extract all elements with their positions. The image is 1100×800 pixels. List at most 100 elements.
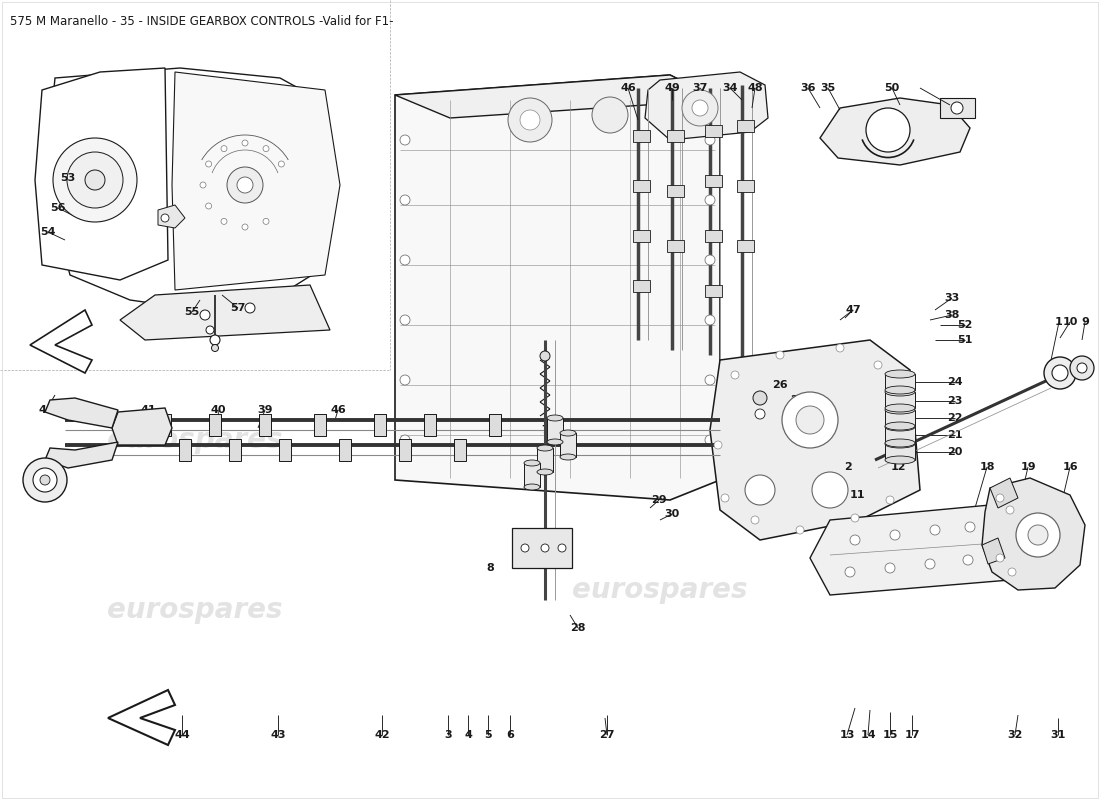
Polygon shape	[886, 392, 915, 408]
Polygon shape	[45, 68, 330, 310]
Text: 24: 24	[947, 377, 962, 387]
Circle shape	[278, 161, 285, 167]
Text: 1: 1	[1055, 317, 1063, 327]
Circle shape	[705, 435, 715, 445]
Circle shape	[1016, 513, 1060, 557]
Text: 39: 39	[257, 405, 273, 415]
Circle shape	[705, 315, 715, 325]
Polygon shape	[45, 398, 118, 428]
Polygon shape	[705, 285, 722, 297]
Circle shape	[796, 406, 824, 434]
Text: 57: 57	[230, 303, 245, 313]
Text: 41: 41	[140, 405, 156, 415]
Polygon shape	[35, 68, 168, 280]
Polygon shape	[399, 439, 411, 461]
Circle shape	[925, 559, 935, 569]
Circle shape	[211, 345, 219, 351]
Circle shape	[221, 146, 227, 152]
Text: 3: 3	[444, 730, 452, 740]
Polygon shape	[820, 98, 970, 165]
Text: 36: 36	[801, 83, 816, 93]
Text: 19: 19	[1020, 462, 1036, 472]
Polygon shape	[886, 427, 915, 443]
Text: 29: 29	[651, 495, 667, 505]
Circle shape	[206, 161, 211, 167]
Circle shape	[521, 544, 529, 552]
Text: 27: 27	[600, 730, 615, 740]
Circle shape	[200, 310, 210, 320]
Text: 28: 28	[570, 623, 585, 633]
Polygon shape	[632, 230, 650, 242]
Circle shape	[245, 303, 255, 313]
Text: 53: 53	[60, 173, 76, 183]
Polygon shape	[45, 442, 118, 468]
Circle shape	[400, 195, 410, 205]
Circle shape	[692, 100, 708, 116]
Polygon shape	[258, 414, 271, 436]
Circle shape	[845, 567, 855, 577]
Circle shape	[400, 315, 410, 325]
Text: 15: 15	[882, 730, 898, 740]
Text: 2: 2	[844, 462, 851, 472]
Text: 56: 56	[51, 203, 66, 213]
Ellipse shape	[886, 423, 915, 431]
Text: 18: 18	[979, 462, 994, 472]
Circle shape	[540, 351, 550, 361]
Circle shape	[930, 525, 940, 535]
Ellipse shape	[886, 439, 915, 447]
Circle shape	[206, 203, 211, 209]
Circle shape	[520, 110, 540, 130]
Ellipse shape	[524, 484, 540, 490]
Polygon shape	[982, 538, 1005, 564]
Circle shape	[782, 392, 838, 448]
Circle shape	[996, 554, 1004, 562]
Text: 32: 32	[1008, 730, 1023, 740]
Text: 11: 11	[849, 490, 865, 500]
Circle shape	[1008, 568, 1016, 576]
Text: 20: 20	[947, 447, 962, 457]
Circle shape	[745, 475, 776, 505]
Polygon shape	[560, 433, 576, 457]
Text: 22: 22	[947, 413, 962, 423]
Polygon shape	[172, 72, 340, 290]
Circle shape	[400, 255, 410, 265]
Polygon shape	[705, 230, 722, 242]
Circle shape	[682, 90, 718, 126]
Circle shape	[796, 526, 804, 534]
Circle shape	[53, 138, 138, 222]
Circle shape	[558, 544, 566, 552]
Circle shape	[40, 475, 49, 485]
Text: 575 M Maranello - 35 - INSIDE GEARBOX CONTROLS -Valid for F1-: 575 M Maranello - 35 - INSIDE GEARBOX CO…	[10, 15, 394, 28]
Polygon shape	[667, 185, 684, 197]
Polygon shape	[374, 414, 386, 436]
Circle shape	[850, 535, 860, 545]
Text: 40: 40	[210, 405, 225, 415]
Polygon shape	[667, 130, 684, 142]
Polygon shape	[886, 444, 915, 460]
Circle shape	[508, 98, 552, 142]
Text: 46: 46	[620, 83, 636, 93]
Ellipse shape	[886, 406, 915, 414]
Polygon shape	[547, 418, 563, 442]
Circle shape	[851, 514, 859, 522]
Circle shape	[705, 255, 715, 265]
Text: 49: 49	[664, 83, 680, 93]
Polygon shape	[490, 414, 500, 436]
Text: eurospares: eurospares	[108, 426, 283, 454]
Text: 46: 46	[330, 405, 345, 415]
Text: 12: 12	[890, 462, 905, 472]
Circle shape	[227, 167, 263, 203]
Circle shape	[886, 496, 894, 504]
Polygon shape	[160, 414, 170, 436]
Circle shape	[890, 530, 900, 540]
Text: 45: 45	[522, 540, 538, 550]
Circle shape	[263, 218, 270, 224]
Text: 48: 48	[747, 83, 762, 93]
Ellipse shape	[560, 454, 576, 460]
Polygon shape	[632, 130, 650, 142]
Text: 42: 42	[374, 730, 389, 740]
Circle shape	[210, 335, 220, 345]
Polygon shape	[710, 340, 920, 540]
Ellipse shape	[537, 445, 553, 451]
Polygon shape	[810, 505, 1010, 595]
